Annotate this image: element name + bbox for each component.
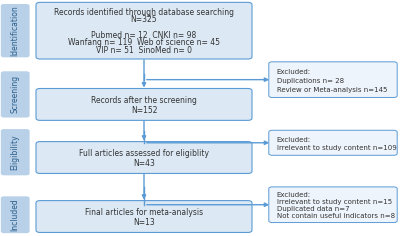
FancyBboxPatch shape — [36, 142, 252, 173]
Text: Records identified through database searching: Records identified through database sear… — [54, 8, 234, 17]
Text: Excluded:: Excluded: — [277, 137, 311, 143]
Text: Pubmed n= 12  CNKI n= 98: Pubmed n= 12 CNKI n= 98 — [91, 31, 197, 40]
FancyBboxPatch shape — [36, 201, 252, 232]
Text: Duplicated data n=7: Duplicated data n=7 — [277, 206, 350, 212]
Text: Irrelevant to study content n=109: Irrelevant to study content n=109 — [277, 145, 396, 151]
Text: Irrelevant to study content n=15: Irrelevant to study content n=15 — [277, 199, 392, 205]
FancyBboxPatch shape — [1, 129, 30, 175]
Text: N=43: N=43 — [133, 159, 155, 168]
FancyBboxPatch shape — [1, 71, 30, 118]
Text: Excluded:: Excluded: — [277, 192, 311, 198]
Text: Wanfang n= 119  Web of science n= 45: Wanfang n= 119 Web of science n= 45 — [68, 38, 220, 47]
FancyBboxPatch shape — [1, 4, 30, 57]
Text: Duplications n= 28: Duplications n= 28 — [277, 78, 344, 84]
Text: Final articles for meta-analysis: Final articles for meta-analysis — [85, 208, 203, 217]
FancyBboxPatch shape — [269, 62, 397, 97]
Text: Review or Meta-analysis n=145: Review or Meta-analysis n=145 — [277, 87, 387, 93]
Text: N=152: N=152 — [131, 106, 157, 115]
Text: Eligibility: Eligibility — [11, 135, 20, 170]
Text: Screening: Screening — [11, 75, 20, 114]
Text: Records after the screening: Records after the screening — [91, 96, 197, 105]
Text: N=13: N=13 — [133, 218, 155, 227]
Text: Identification: Identification — [11, 5, 20, 56]
Text: VIP n= 51  SinoMed n= 0: VIP n= 51 SinoMed n= 0 — [96, 46, 192, 55]
FancyBboxPatch shape — [269, 130, 397, 155]
Text: Excluded:: Excluded: — [277, 69, 311, 75]
Text: Not contain useful indicators n=8: Not contain useful indicators n=8 — [277, 213, 395, 219]
FancyBboxPatch shape — [269, 187, 397, 223]
FancyBboxPatch shape — [36, 2, 252, 59]
FancyBboxPatch shape — [1, 196, 30, 233]
FancyBboxPatch shape — [36, 88, 252, 120]
Text: Full articles assessed for eligiblity: Full articles assessed for eligiblity — [79, 149, 209, 158]
Text: N=325: N=325 — [131, 16, 157, 25]
Text: Included: Included — [11, 198, 20, 231]
